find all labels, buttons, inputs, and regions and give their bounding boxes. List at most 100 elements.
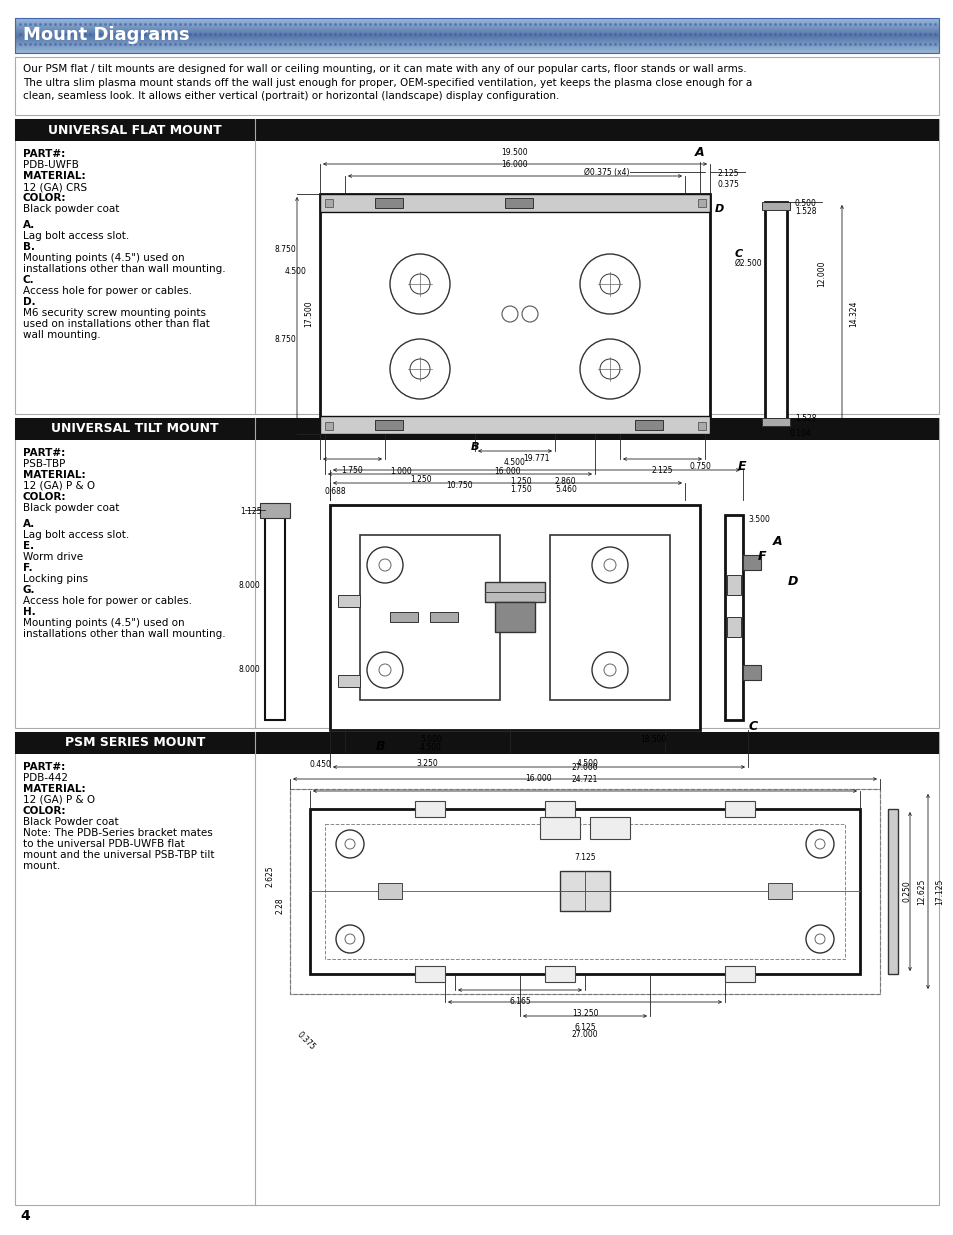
Text: F: F (758, 550, 765, 563)
Text: UNIVERSAL TILT MOUNT: UNIVERSAL TILT MOUNT (51, 422, 218, 436)
Text: 7.125: 7.125 (574, 853, 596, 862)
Bar (544, 802, 575, 818)
Text: mount and the universal PSB-TBP tilt: mount and the universal PSB-TBP tilt (23, 850, 214, 860)
Text: 8.750: 8.750 (274, 245, 296, 253)
Text: 3.500: 3.500 (747, 515, 769, 524)
Text: 6.125: 6.125 (574, 1023, 596, 1032)
Text: PSM SERIES MOUNT: PSM SERIES MOUNT (65, 736, 205, 750)
Text: C: C (748, 720, 757, 734)
Text: Lag bolt access slot.: Lag bolt access slot. (23, 530, 129, 540)
Text: 8.750: 8.750 (274, 335, 296, 343)
Text: Mounting points (4.5") used on: Mounting points (4.5") used on (23, 618, 185, 629)
Text: 27.000: 27.000 (571, 1030, 598, 1039)
Bar (290, 789, 879, 994)
Text: Black powder coat: Black powder coat (23, 503, 119, 513)
Text: mount.: mount. (23, 861, 60, 871)
Text: COLOR:: COLOR: (23, 193, 67, 203)
Text: 4: 4 (20, 1209, 30, 1223)
Text: G.: G. (23, 585, 35, 595)
Text: Mounting points (4.5") used on: Mounting points (4.5") used on (23, 253, 185, 263)
Text: 16.000: 16.000 (525, 774, 552, 783)
Text: 1.250: 1.250 (510, 477, 531, 487)
Bar (724, 966, 754, 982)
Text: UNIVERSAL FLAT MOUNT: UNIVERSAL FLAT MOUNT (48, 124, 222, 137)
Text: 17.125: 17.125 (934, 878, 943, 905)
Text: 2.125: 2.125 (718, 169, 739, 178)
Text: 1.750: 1.750 (341, 466, 363, 475)
Text: Note: The PDB-Series bracket mates: Note: The PDB-Series bracket mates (23, 827, 213, 839)
Text: Our PSM flat / tilt mounts are designed for wall or ceiling mounting, or it can : Our PSM flat / tilt mounts are designed … (23, 64, 752, 101)
Bar (265, 515, 285, 720)
Bar (15, 119, 938, 414)
Text: D.: D. (23, 296, 35, 308)
Text: B: B (470, 442, 478, 452)
Bar (726, 618, 740, 637)
Bar (559, 871, 609, 911)
Text: 2.625: 2.625 (266, 866, 274, 887)
Text: 16.000: 16.000 (501, 161, 528, 169)
Text: PART#:: PART#: (23, 762, 65, 772)
Text: H.: H. (23, 606, 35, 618)
Bar (377, 883, 401, 899)
Text: 4.500: 4.500 (576, 760, 598, 768)
Bar (260, 503, 290, 517)
Text: Worm drive: Worm drive (23, 552, 83, 562)
Bar (635, 420, 662, 430)
Bar (325, 824, 844, 960)
Bar (724, 802, 754, 818)
Text: 14.324: 14.324 (848, 301, 857, 327)
Bar (325, 422, 333, 430)
Text: C.: C. (23, 275, 34, 285)
Text: MATERIAL:: MATERIAL: (23, 784, 86, 794)
Bar (724, 515, 742, 720)
Text: D: D (787, 576, 798, 588)
Text: Access hole for power or cables.: Access hole for power or cables. (23, 597, 192, 606)
Bar (319, 194, 709, 433)
Bar (15, 417, 938, 440)
Text: PSB-TBP: PSB-TBP (23, 459, 66, 469)
Text: 1.528: 1.528 (794, 207, 816, 216)
Text: 10.750: 10.750 (446, 480, 473, 490)
Text: B.: B. (23, 242, 35, 252)
Bar (375, 198, 402, 207)
Text: COLOR:: COLOR: (23, 492, 67, 501)
Bar (15, 417, 938, 727)
Text: 8.000: 8.000 (238, 666, 260, 674)
Text: used on installations other than flat: used on installations other than flat (23, 319, 210, 329)
Text: 12 (GA) P & O: 12 (GA) P & O (23, 480, 95, 492)
Bar (761, 203, 789, 210)
Text: Ø0.375 (x4): Ø0.375 (x4) (584, 168, 629, 177)
Text: Access hole for power or cables.: Access hole for power or cables. (23, 287, 192, 296)
Bar (430, 613, 457, 622)
Bar (539, 818, 579, 839)
Text: 4.500: 4.500 (503, 458, 525, 467)
Text: A: A (772, 535, 781, 548)
Text: Locking pins: Locking pins (23, 574, 88, 584)
Text: installations other than wall mounting.: installations other than wall mounting. (23, 629, 226, 638)
Bar (325, 199, 333, 207)
Text: wall mounting.: wall mounting. (23, 330, 100, 340)
Text: PDB-UWFB: PDB-UWFB (23, 161, 79, 170)
Text: 1.750: 1.750 (510, 485, 531, 494)
Text: to the universal PDB-UWFB flat: to the universal PDB-UWFB flat (23, 839, 185, 848)
Bar (589, 818, 629, 839)
Bar (764, 203, 786, 426)
Text: F.: F. (23, 563, 32, 573)
Text: 0.375: 0.375 (294, 1030, 316, 1052)
Text: 5.000: 5.000 (419, 735, 441, 743)
Bar (330, 505, 700, 730)
Bar (15, 732, 938, 1205)
Bar (359, 535, 499, 700)
Text: 4.500: 4.500 (419, 743, 441, 752)
Text: Ø2.500: Ø2.500 (734, 259, 761, 268)
Text: 1.250: 1.250 (410, 475, 431, 484)
Bar (319, 194, 709, 212)
Text: B: B (375, 740, 384, 753)
Bar (15, 57, 938, 115)
Text: PART#:: PART#: (23, 448, 65, 458)
Text: PDB-442: PDB-442 (23, 773, 68, 783)
Text: 0.688: 0.688 (325, 487, 346, 496)
Bar (337, 676, 359, 687)
Text: 0.250: 0.250 (902, 881, 911, 902)
Text: 2.125: 2.125 (651, 466, 673, 475)
